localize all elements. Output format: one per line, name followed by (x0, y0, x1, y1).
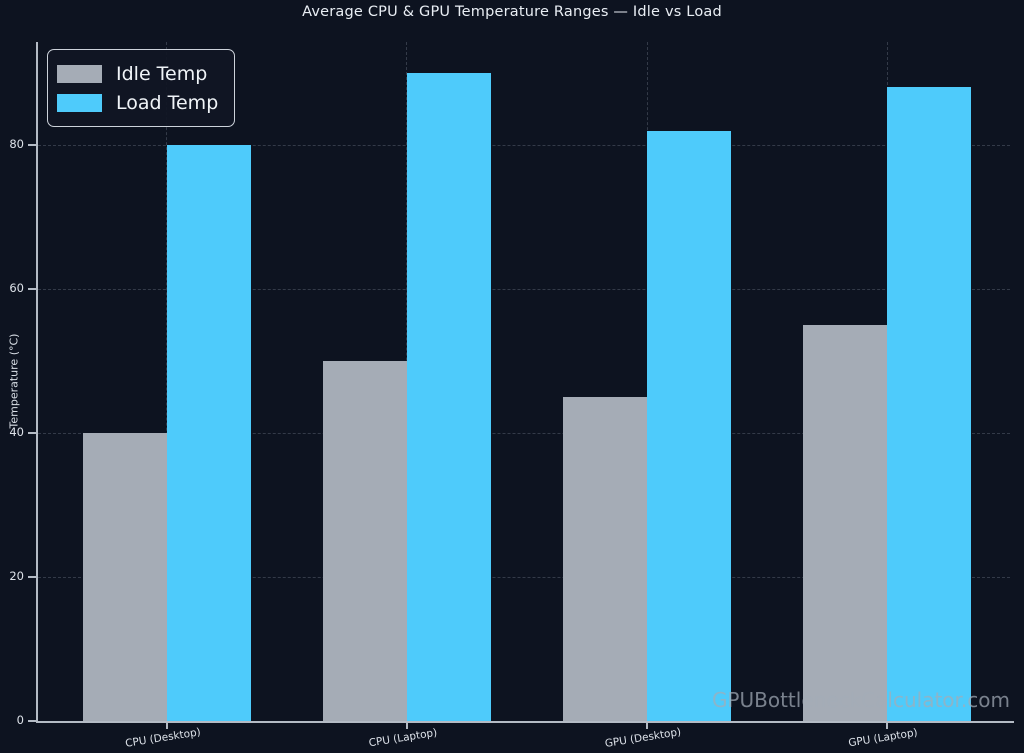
bar-load-temp-gpu-desktop (647, 130, 732, 721)
x-tick-label-cpu-desktop: CPU (Desktop) (123, 726, 202, 750)
chart-title: Average CPU & GPU Temperature Ranges — I… (302, 4, 722, 20)
bar-idle-temp-cpu-laptop (322, 360, 407, 721)
legend-swatch-idle-temp (57, 64, 102, 83)
legend-entry-load-temp: Load Temp (57, 88, 218, 117)
legend: Idle Temp Load Temp (47, 49, 236, 127)
x-tick-mark-gpu-laptop (886, 723, 889, 729)
plot-area: 0 20 40 60 80 CPU (Desktop) CPU (Laptop) GPU (… (9, 42, 1010, 750)
legend-swatch-load-temp (57, 93, 102, 112)
gridline-y-80 (38, 144, 1010, 146)
y-tick-label-40: 40 (9, 424, 24, 439)
y-axis-spine (36, 42, 38, 723)
gridline-y-20 (38, 576, 1010, 578)
legend-label-load-temp: Load Temp (116, 91, 219, 114)
bar-idle-temp-gpu-laptop (803, 324, 888, 721)
x-tick-label-cpu-laptop: CPU (Laptop) (367, 726, 438, 750)
x-tick-mark-gpu-desktop (646, 723, 649, 729)
bar-load-temp-gpu-laptop (887, 87, 972, 721)
gridline-y-40 (38, 432, 1010, 434)
watermark: GPUBottleneckCalculator.com (711, 688, 1010, 712)
bar-load-temp-cpu-desktop (166, 144, 251, 721)
y-tick-label-0: 0 (16, 713, 24, 727)
y-tick-mark-20 (28, 575, 36, 578)
x-tick-label-gpu-desktop: GPU (Desktop) (604, 726, 683, 750)
bar-idle-temp-gpu-desktop (563, 396, 648, 721)
y-tick-mark-40 (28, 431, 36, 434)
y-axis-label: Temperature (°C) (7, 333, 21, 429)
x-tick-label-gpu-laptop: GPU (Laptop) (848, 726, 919, 750)
y-tick-label-20: 20 (9, 568, 24, 583)
x-tick-mark-cpu-desktop (165, 723, 168, 729)
y-tick-mark-0 (28, 720, 36, 722)
y-tick-label-60: 60 (9, 280, 24, 295)
bar-load-temp-cpu-laptop (406, 72, 491, 721)
y-tick-mark-60 (28, 287, 36, 290)
x-axis-spine (36, 721, 1014, 723)
legend-entry-idle-temp: Idle Temp (57, 59, 218, 88)
x-tick-mark-cpu-laptop (405, 723, 408, 729)
y-tick-mark-80 (28, 143, 36, 146)
gridline-y-60 (38, 288, 1010, 290)
bar-idle-temp-cpu-desktop (82, 432, 167, 721)
y-tick-label-80: 80 (9, 136, 24, 151)
legend-label-idle-temp: Idle Temp (116, 62, 208, 85)
